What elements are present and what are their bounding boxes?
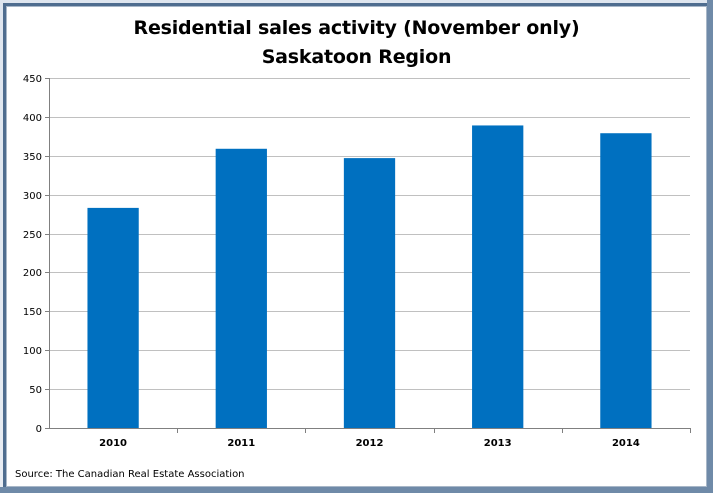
x-tick-label: 2012	[356, 438, 384, 449]
y-tick-label: 200	[23, 268, 42, 279]
x-tick-label: 2010	[99, 438, 127, 449]
y-tick-label: 300	[23, 191, 42, 202]
y-tick-label: 450	[23, 74, 42, 85]
x-tick-label: 2014	[612, 438, 640, 449]
source-note: Source: The Canadian Real Estate Associa…	[15, 469, 245, 480]
x-tick-labels: 2010 2011 2012 2013 2014	[99, 438, 640, 449]
y-tick-label: 50	[29, 385, 42, 396]
x-tick-label: 2013	[484, 438, 512, 449]
y-tick-label: 150	[23, 307, 42, 318]
y-tick-label: 0	[36, 424, 42, 435]
bar-2014	[600, 133, 652, 428]
bar-2012	[343, 158, 396, 428]
y-tick-label: 100	[23, 346, 42, 357]
chart-title: Residential sales activity (November onl…	[133, 17, 580, 39]
bar-2013	[472, 125, 524, 428]
axes	[45, 78, 691, 433]
frame-bottom-edge	[0, 487, 713, 493]
bar-2011	[215, 148, 267, 428]
x-tick-label: 2011	[227, 438, 255, 449]
y-tick-label: 250	[23, 230, 42, 241]
y-tick-labels: 0 50 100 150 200 250 300 350 400 450	[23, 74, 42, 435]
y-tick-label: 400	[23, 113, 42, 124]
bars	[87, 125, 652, 428]
chart-subtitle: Saskatoon Region	[261, 46, 452, 68]
bar-2010	[87, 207, 139, 428]
y-tick-label: 350	[23, 152, 42, 163]
frame-right-edge	[707, 0, 713, 493]
